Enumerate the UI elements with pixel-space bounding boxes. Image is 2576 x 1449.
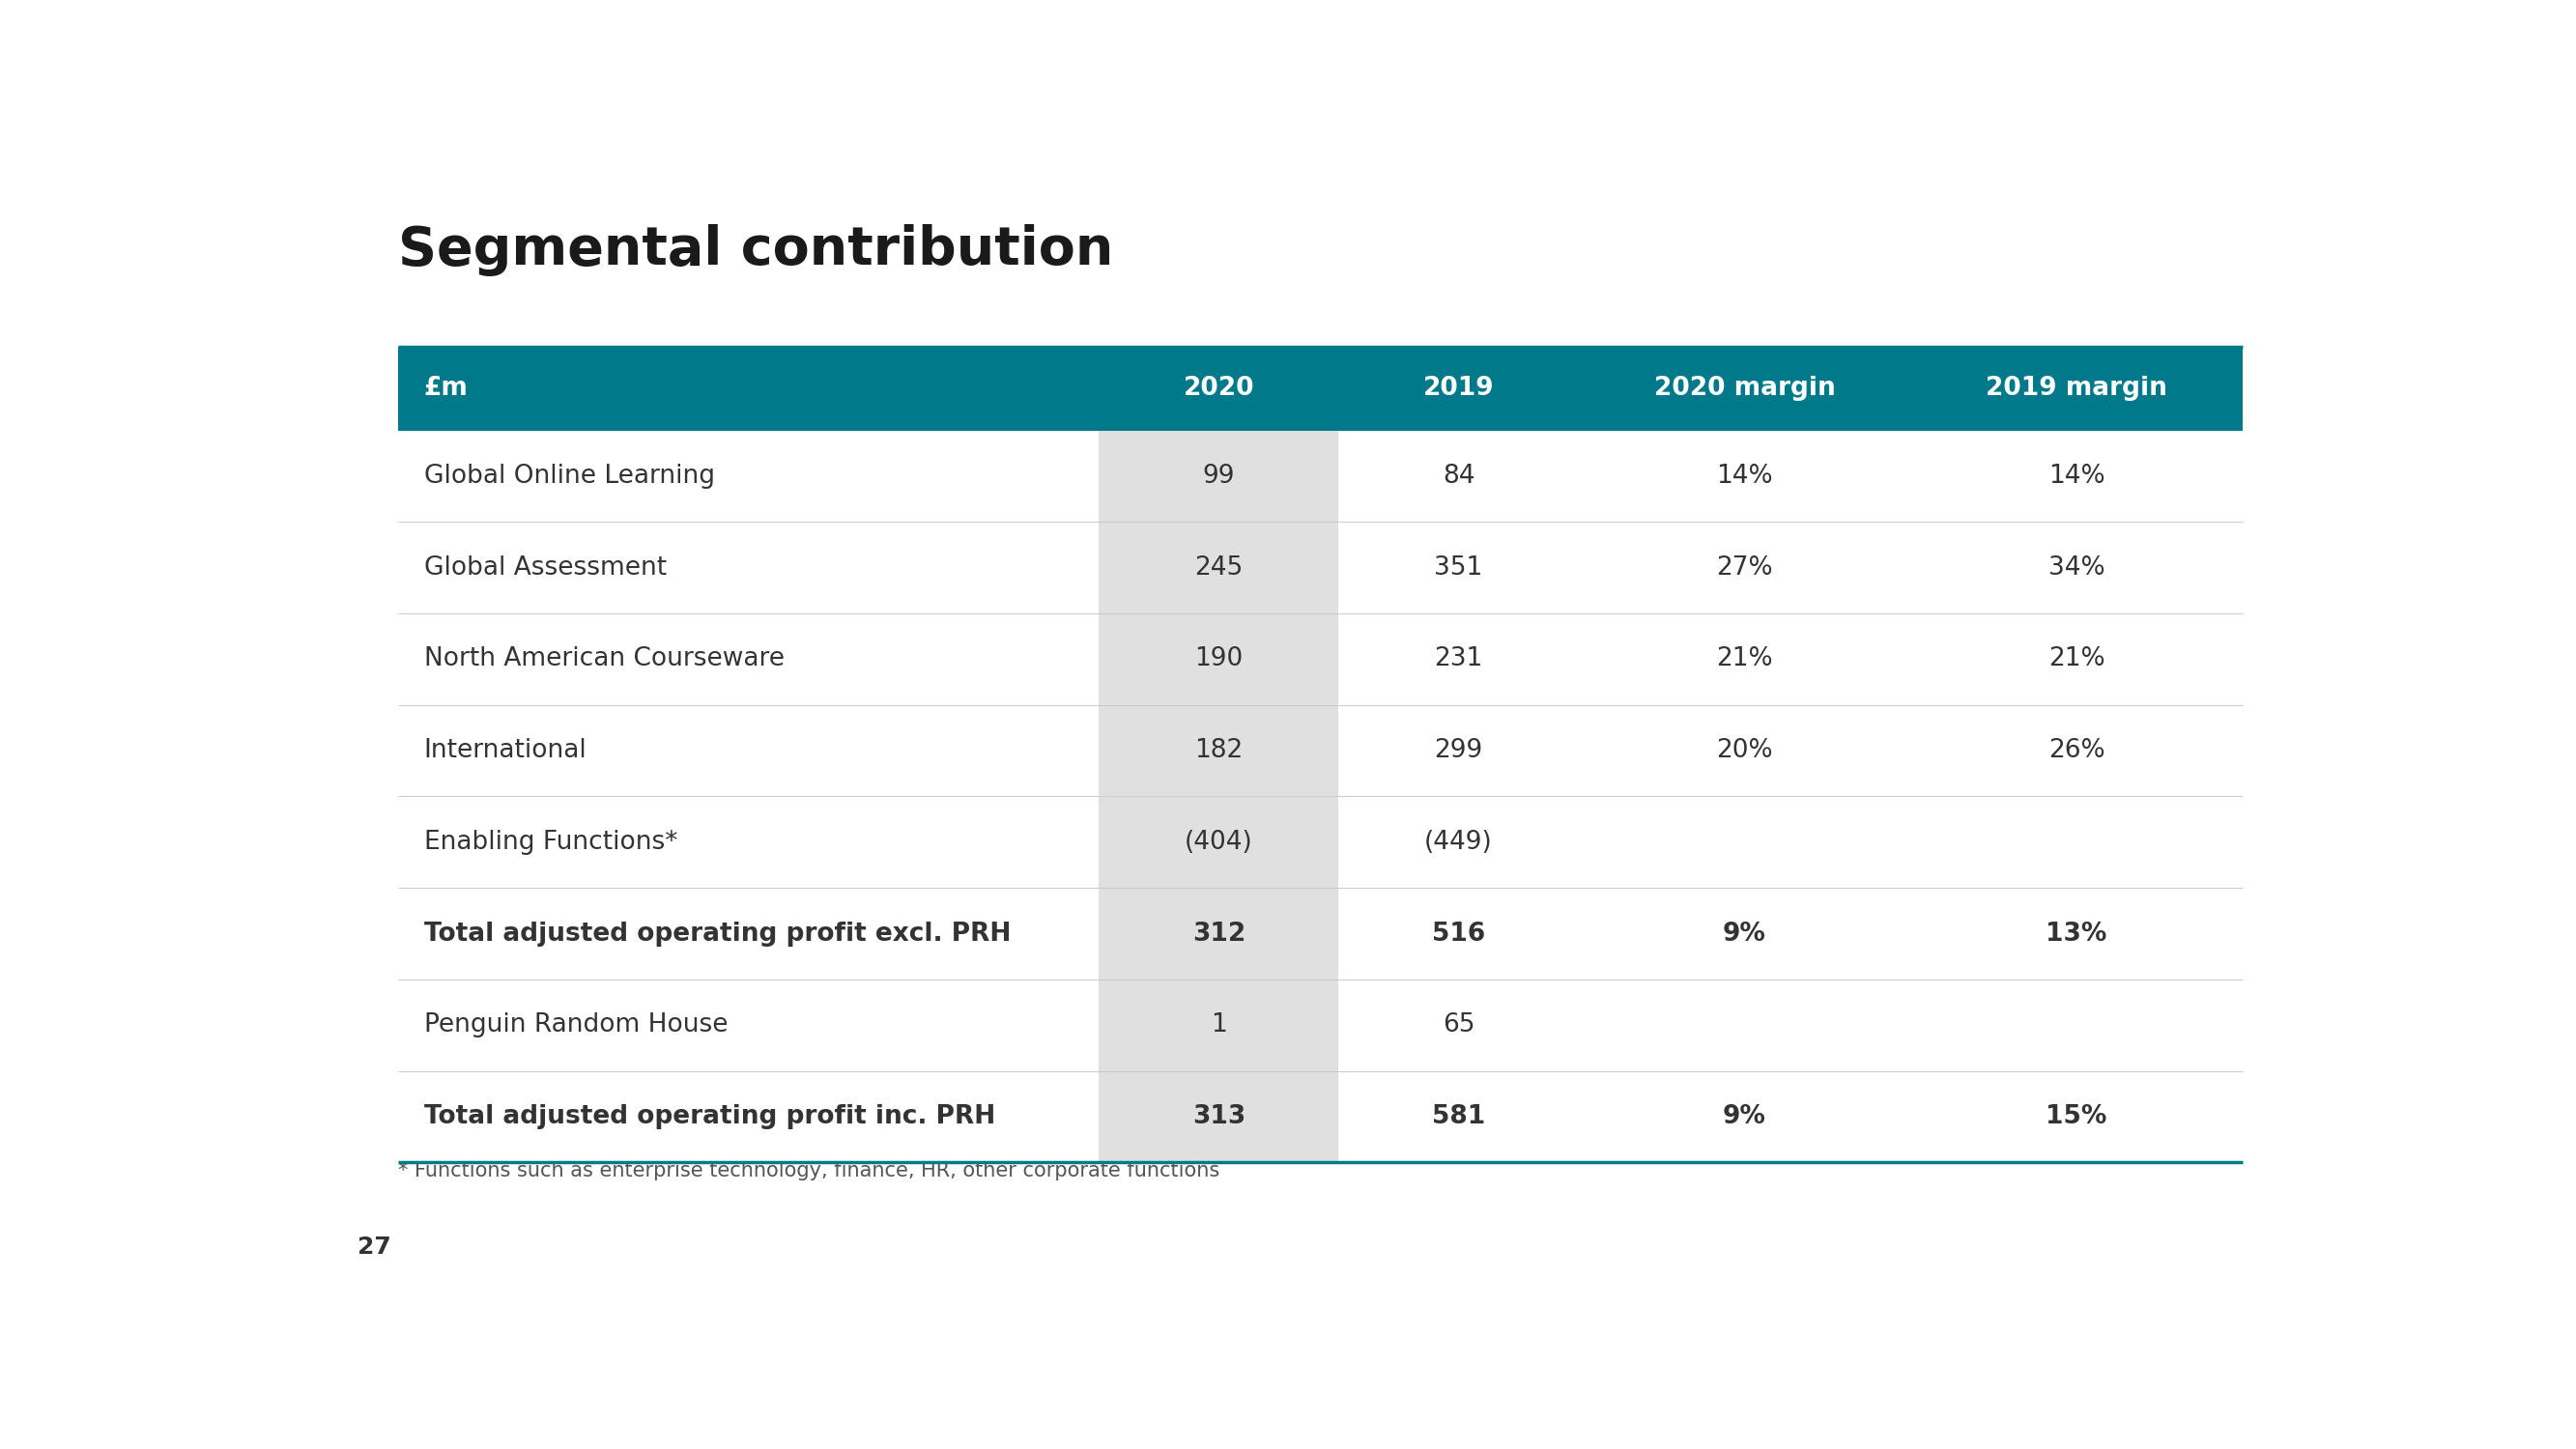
Text: 581: 581 (1432, 1104, 1486, 1129)
Bar (397, 706, 2244, 797)
Text: 99: 99 (1203, 464, 1234, 488)
Text: Total adjusted operating profit inc. PRH: Total adjusted operating profit inc. PRH (425, 1104, 994, 1129)
Bar (397, 430, 2244, 522)
Text: 13%: 13% (2045, 922, 2107, 946)
Text: 21%: 21% (2048, 646, 2105, 672)
Text: Total adjusted operating profit excl. PRH: Total adjusted operating profit excl. PR… (425, 922, 1010, 946)
Bar (397, 1071, 2244, 1162)
Text: 2020 margin: 2020 margin (1654, 377, 1834, 401)
Text: 2019 margin: 2019 margin (1986, 377, 2166, 401)
Text: 2019: 2019 (1422, 377, 1494, 401)
Bar (397, 613, 2244, 706)
Text: 351: 351 (1435, 555, 1484, 580)
Bar (397, 888, 2244, 980)
Text: 299: 299 (1435, 738, 1484, 764)
Text: Global Assessment: Global Assessment (425, 555, 667, 580)
Bar (1100, 888, 1340, 980)
Text: (449): (449) (1425, 830, 1492, 855)
Text: 27: 27 (358, 1235, 392, 1258)
Bar (1100, 522, 1340, 613)
Text: 15%: 15% (2045, 1104, 2107, 1129)
Bar (1100, 706, 1340, 797)
Text: North American Courseware: North American Courseware (425, 646, 783, 672)
Bar (397, 346, 2244, 430)
Text: * Functions such as enterprise technology, finance, HR, other corporate function: * Functions such as enterprise technolog… (397, 1161, 1218, 1181)
Text: 14%: 14% (2048, 464, 2105, 488)
Text: 190: 190 (1195, 646, 1244, 672)
Bar (1100, 1071, 1340, 1162)
Text: 34%: 34% (2048, 555, 2105, 580)
Text: 84: 84 (1443, 464, 1473, 488)
Text: 65: 65 (1443, 1013, 1473, 1037)
Bar (1100, 430, 1340, 522)
Text: 21%: 21% (1716, 646, 1772, 672)
Text: 313: 313 (1193, 1104, 1244, 1129)
Text: International: International (425, 738, 587, 764)
Bar (1100, 797, 1340, 888)
Text: 1: 1 (1211, 1013, 1226, 1037)
Text: 231: 231 (1435, 646, 1484, 672)
Text: 516: 516 (1432, 922, 1486, 946)
Text: Segmental contribution: Segmental contribution (397, 225, 1113, 277)
Text: 26%: 26% (2048, 738, 2105, 764)
Text: £m: £m (425, 377, 469, 401)
Bar (1100, 613, 1340, 706)
Bar (397, 980, 2244, 1071)
Bar (397, 797, 2244, 888)
Text: 245: 245 (1195, 555, 1244, 580)
Text: 20%: 20% (1716, 738, 1772, 764)
Text: 2020: 2020 (1182, 377, 1255, 401)
Text: Global Online Learning: Global Online Learning (425, 464, 714, 488)
Bar (1100, 980, 1340, 1071)
Text: 14%: 14% (1716, 464, 1772, 488)
Text: 9%: 9% (1723, 1104, 1767, 1129)
Bar (397, 522, 2244, 613)
Text: 9%: 9% (1723, 922, 1767, 946)
Text: 312: 312 (1193, 922, 1244, 946)
Text: 27%: 27% (1716, 555, 1772, 580)
Text: Penguin Random House: Penguin Random House (425, 1013, 726, 1037)
Text: 182: 182 (1195, 738, 1244, 764)
Text: (404): (404) (1185, 830, 1252, 855)
Text: Enabling Functions*: Enabling Functions* (425, 830, 677, 855)
